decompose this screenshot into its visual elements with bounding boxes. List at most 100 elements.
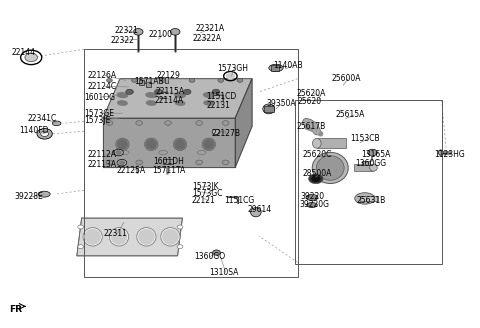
Circle shape — [106, 121, 113, 125]
Text: 25620: 25620 — [298, 97, 322, 106]
Circle shape — [312, 176, 320, 181]
Ellipse shape — [263, 104, 275, 114]
Ellipse shape — [109, 228, 129, 246]
Bar — [163, 159, 173, 164]
Ellipse shape — [146, 93, 156, 97]
Ellipse shape — [197, 151, 206, 154]
Ellipse shape — [139, 229, 154, 244]
Ellipse shape — [118, 140, 127, 149]
Circle shape — [222, 121, 229, 125]
Ellipse shape — [163, 229, 178, 244]
Text: 22126A: 22126A — [87, 71, 117, 80]
Ellipse shape — [307, 202, 317, 207]
Text: 39228E: 39228E — [14, 192, 43, 201]
Ellipse shape — [269, 64, 283, 72]
Text: 25600A: 25600A — [331, 74, 360, 83]
Ellipse shape — [173, 138, 187, 151]
Text: 25620A: 25620A — [297, 89, 326, 98]
Ellipse shape — [38, 191, 50, 197]
Bar — [264, 106, 274, 112]
Text: 25631B: 25631B — [356, 195, 385, 205]
Text: 1153CB: 1153CB — [350, 134, 380, 143]
Circle shape — [183, 89, 191, 94]
Bar — [317, 138, 346, 148]
Circle shape — [222, 160, 229, 165]
Ellipse shape — [204, 101, 214, 105]
Circle shape — [116, 151, 121, 154]
Text: 22121: 22121 — [192, 196, 216, 205]
Text: 13165A: 13165A — [361, 150, 391, 159]
Ellipse shape — [204, 140, 214, 149]
Circle shape — [212, 129, 220, 134]
Text: 1140FD: 1140FD — [19, 126, 48, 135]
Text: 22311: 22311 — [103, 229, 127, 238]
Ellipse shape — [438, 150, 443, 155]
Text: 1601OG: 1601OG — [84, 92, 115, 102]
Text: 25617B: 25617B — [297, 122, 326, 131]
Text: 1573GH: 1573GH — [217, 64, 248, 73]
Text: 39220G: 39220G — [299, 200, 329, 209]
Ellipse shape — [312, 138, 321, 148]
Text: 22113A: 22113A — [87, 160, 117, 169]
Circle shape — [237, 78, 243, 82]
Text: 22124C: 22124C — [87, 82, 117, 91]
Circle shape — [227, 73, 234, 79]
Circle shape — [155, 89, 162, 94]
Circle shape — [78, 225, 84, 229]
Text: 22341C: 22341C — [28, 114, 57, 123]
Text: 1573GC: 1573GC — [192, 189, 223, 198]
Ellipse shape — [159, 151, 168, 154]
Text: 1360GO: 1360GO — [194, 252, 226, 261]
Ellipse shape — [144, 138, 158, 151]
Circle shape — [117, 159, 127, 166]
Text: 29614: 29614 — [248, 205, 272, 215]
Text: 1151CG: 1151CG — [225, 195, 255, 205]
Text: 39220: 39220 — [300, 192, 324, 201]
Bar — [360, 196, 378, 201]
Ellipse shape — [306, 195, 318, 200]
Ellipse shape — [316, 155, 344, 180]
Bar — [362, 161, 370, 165]
Circle shape — [37, 129, 52, 139]
Ellipse shape — [202, 138, 216, 151]
Text: 22322A: 22322A — [193, 34, 222, 43]
Bar — [146, 82, 151, 87]
Bar — [354, 164, 373, 171]
Text: 1601DH: 1601DH — [154, 157, 184, 166]
Text: 1123HG: 1123HG — [434, 150, 465, 159]
Circle shape — [196, 160, 203, 165]
Text: 22144: 22144 — [12, 48, 36, 57]
Circle shape — [132, 78, 137, 82]
Text: 22112A: 22112A — [87, 150, 116, 159]
Ellipse shape — [175, 93, 185, 97]
Text: 22127B: 22127B — [211, 129, 240, 138]
Circle shape — [170, 29, 180, 35]
Text: FR: FR — [9, 305, 22, 314]
Text: 1310SA: 1310SA — [209, 268, 239, 277]
Text: 25620C: 25620C — [302, 150, 332, 159]
Text: 1360GG: 1360GG — [355, 159, 386, 169]
Polygon shape — [235, 79, 252, 167]
Ellipse shape — [312, 152, 348, 184]
Ellipse shape — [83, 228, 102, 246]
Text: 1573JE: 1573JE — [84, 116, 110, 125]
Text: 22114A: 22114A — [155, 95, 184, 105]
Ellipse shape — [137, 228, 156, 246]
Circle shape — [218, 78, 224, 82]
Circle shape — [114, 149, 123, 156]
Circle shape — [41, 131, 48, 136]
Bar — [165, 77, 168, 83]
Ellipse shape — [251, 208, 261, 217]
Text: 1573JK: 1573JK — [192, 182, 218, 191]
Circle shape — [25, 53, 37, 62]
Circle shape — [136, 121, 143, 125]
Ellipse shape — [204, 93, 214, 97]
Circle shape — [189, 78, 195, 82]
Text: 1571AB: 1571AB — [134, 76, 164, 86]
Circle shape — [106, 160, 113, 165]
Text: 22129: 22129 — [157, 71, 181, 80]
Text: 25615A: 25615A — [336, 110, 365, 119]
Circle shape — [160, 78, 166, 82]
Circle shape — [133, 29, 143, 35]
Text: 22115A: 22115A — [156, 87, 185, 96]
